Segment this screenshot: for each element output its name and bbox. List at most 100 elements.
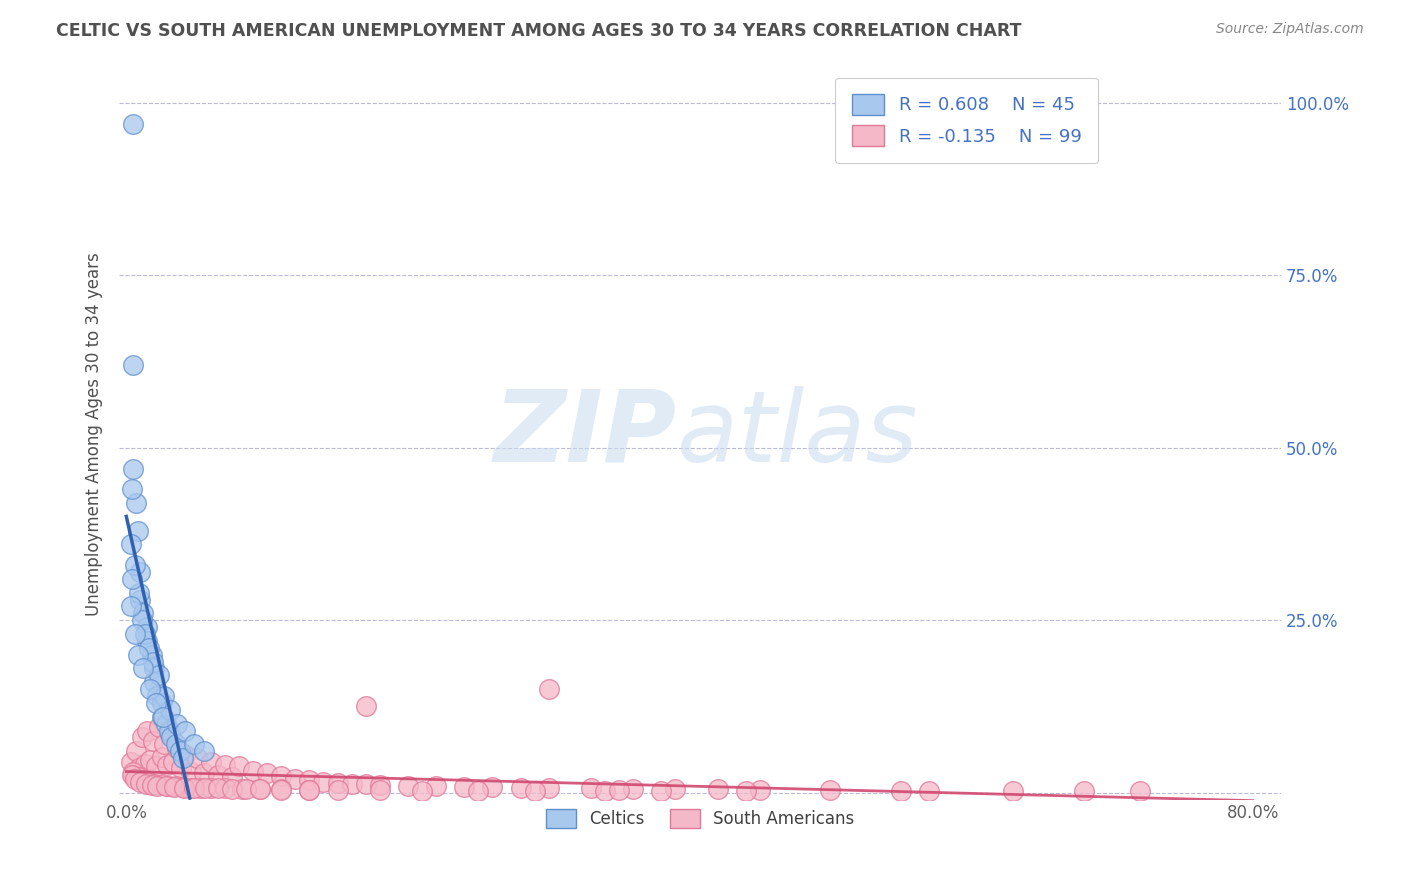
Point: [132, 661, 155, 675]
Point: [194, 781, 217, 796]
Point: [139, 752, 162, 766]
Point: [162, 755, 184, 769]
Point: [193, 766, 215, 780]
Point: [537, 781, 560, 796]
Point: [157, 779, 180, 793]
Point: [150, 778, 173, 792]
Point: [820, 783, 842, 797]
Point: [523, 783, 546, 797]
Point: [340, 777, 363, 791]
Text: CELTIC VS SOUTH AMERICAN UNEMPLOYMENT AMONG AGES 30 TO 34 YEARS CORRELATION CHAR: CELTIC VS SOUTH AMERICAN UNEMPLOYMENT AM…: [56, 22, 1022, 40]
Point: [270, 783, 292, 797]
Point: [453, 780, 475, 794]
Point: [129, 592, 152, 607]
Point: [256, 766, 278, 780]
Point: [579, 781, 602, 796]
Point: [298, 783, 321, 797]
Point: [142, 655, 165, 669]
Point: [186, 751, 208, 765]
Point: [134, 627, 156, 641]
Point: [607, 783, 630, 797]
Point: [179, 780, 201, 795]
Point: [136, 620, 159, 634]
Point: [136, 634, 159, 648]
Point: [124, 627, 146, 641]
Point: [122, 768, 145, 782]
Point: [368, 783, 391, 797]
Point: [368, 778, 391, 792]
Legend: Celtics, South Americans: Celtics, South Americans: [540, 803, 860, 835]
Point: [145, 696, 167, 710]
Point: [132, 773, 155, 788]
Point: [173, 780, 195, 795]
Point: [326, 783, 349, 797]
Point: [242, 764, 264, 778]
Point: [326, 776, 349, 790]
Point: [135, 777, 157, 791]
Point: [150, 710, 173, 724]
Point: [163, 780, 186, 794]
Point: [166, 716, 188, 731]
Point: [481, 780, 503, 794]
Point: [183, 780, 205, 795]
Point: [183, 737, 205, 751]
Point: [131, 613, 153, 627]
Point: [284, 772, 307, 786]
Point: [122, 117, 145, 131]
Point: [180, 764, 202, 779]
Text: Source: ZipAtlas.com: Source: ZipAtlas.com: [1216, 22, 1364, 37]
Point: [188, 780, 211, 795]
Point: [749, 783, 772, 797]
Point: [139, 682, 162, 697]
Point: [166, 740, 188, 755]
Point: [174, 723, 197, 738]
Point: [396, 779, 419, 793]
Point: [156, 758, 179, 772]
Point: [200, 755, 222, 769]
Point: [136, 723, 159, 738]
Point: [650, 783, 672, 797]
Point: [120, 537, 142, 551]
Point: [918, 783, 941, 797]
Point: [150, 696, 173, 710]
Point: [207, 781, 229, 796]
Point: [124, 772, 146, 786]
Point: [153, 689, 176, 703]
Point: [125, 744, 148, 758]
Point: [537, 682, 560, 697]
Point: [169, 744, 191, 758]
Point: [467, 783, 489, 797]
Point: [146, 689, 169, 703]
Point: [138, 775, 160, 789]
Point: [593, 783, 616, 797]
Point: [148, 668, 170, 682]
Point: [131, 731, 153, 745]
Point: [127, 524, 149, 538]
Point: [354, 699, 377, 714]
Point: [734, 783, 756, 797]
Point: [174, 747, 197, 762]
Point: [160, 731, 183, 745]
Point: [143, 777, 166, 791]
Point: [121, 572, 143, 586]
Point: [153, 737, 176, 751]
Point: [214, 758, 236, 772]
Point: [425, 780, 447, 794]
Point: [148, 720, 170, 734]
Point: [155, 716, 177, 731]
Point: [127, 648, 149, 662]
Point: [125, 496, 148, 510]
Point: [129, 774, 152, 789]
Point: [142, 734, 165, 748]
Point: [120, 599, 142, 614]
Point: [249, 782, 271, 797]
Point: [200, 781, 222, 796]
Point: [152, 710, 174, 724]
Point: [509, 780, 531, 795]
Point: [141, 648, 163, 662]
Point: [270, 769, 292, 783]
Point: [121, 768, 143, 782]
Point: [122, 461, 145, 475]
Point: [172, 780, 194, 794]
Point: [170, 762, 193, 776]
